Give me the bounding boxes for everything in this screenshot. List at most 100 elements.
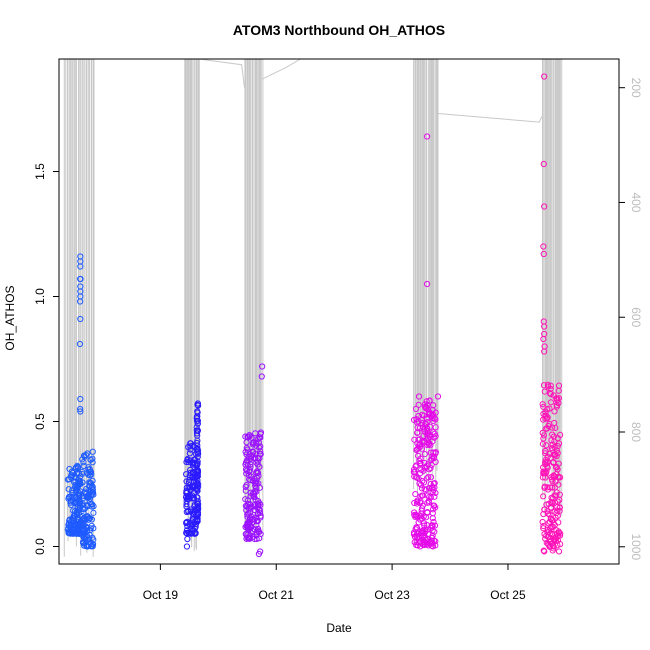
data-point xyxy=(547,399,555,406)
data-point xyxy=(193,511,200,518)
data-point xyxy=(426,409,433,416)
data-point xyxy=(89,486,96,493)
data-point xyxy=(78,470,86,478)
data-point xyxy=(243,522,250,529)
data-point xyxy=(540,493,547,500)
data-point xyxy=(66,517,73,524)
data-point xyxy=(542,409,549,416)
data-point xyxy=(541,203,548,210)
y2-tick-label: 800 xyxy=(629,422,643,442)
data-point xyxy=(550,472,557,479)
data-point xyxy=(194,468,202,476)
data-point xyxy=(86,472,93,479)
data-point xyxy=(88,492,95,499)
data-point xyxy=(554,449,561,457)
data-point xyxy=(548,445,555,452)
data-point xyxy=(77,405,84,413)
data-point xyxy=(539,401,546,408)
data-point xyxy=(65,493,73,501)
data-point xyxy=(246,534,253,541)
data-point xyxy=(549,499,556,507)
data-point xyxy=(415,436,422,443)
data-point xyxy=(417,538,424,545)
data-point xyxy=(544,508,551,515)
data-point xyxy=(70,507,77,514)
data-point xyxy=(246,450,253,457)
data-point xyxy=(248,434,255,441)
data-point xyxy=(69,489,76,497)
data-point xyxy=(183,519,190,526)
data-point xyxy=(254,502,262,509)
data-point xyxy=(77,315,84,323)
data-point xyxy=(424,280,431,288)
data-point xyxy=(540,547,547,554)
data-point xyxy=(418,515,425,522)
data-point xyxy=(194,487,201,495)
data-point xyxy=(429,506,437,513)
data-point xyxy=(421,486,428,493)
data-point xyxy=(423,475,431,482)
data-point xyxy=(430,518,437,526)
data-point xyxy=(90,509,97,516)
data-point xyxy=(423,398,430,405)
data-point xyxy=(195,402,202,409)
data-point xyxy=(428,534,435,541)
data-point xyxy=(186,450,193,457)
data-point xyxy=(184,518,191,525)
data-point xyxy=(541,73,548,80)
data-point xyxy=(188,492,196,499)
data-point xyxy=(540,416,547,423)
x-tick-label: Oct 21 xyxy=(259,588,295,602)
data-point xyxy=(540,403,547,410)
data-point xyxy=(417,481,425,488)
data-point xyxy=(187,522,194,529)
data-point xyxy=(73,499,80,506)
data-point xyxy=(76,470,83,477)
data-point xyxy=(541,506,548,513)
data-point xyxy=(427,449,434,456)
data-point xyxy=(194,503,202,510)
data-point xyxy=(243,503,251,510)
data-point xyxy=(244,434,252,441)
data-point xyxy=(545,423,552,430)
data-point xyxy=(65,486,72,493)
y2-tick-label: 600 xyxy=(629,307,643,327)
data-point xyxy=(411,511,418,519)
data-point xyxy=(72,489,80,496)
data-point xyxy=(77,395,84,403)
data-point xyxy=(77,298,84,305)
data-point xyxy=(429,484,436,491)
data-point xyxy=(193,445,200,453)
data-point xyxy=(540,432,548,439)
data-point xyxy=(540,435,547,442)
y2-tick-label: 1000 xyxy=(629,533,643,560)
data-point xyxy=(540,382,548,389)
data-point xyxy=(544,463,551,470)
data-point xyxy=(540,243,547,250)
data-point xyxy=(246,468,253,475)
data-point xyxy=(425,526,432,533)
data-point xyxy=(254,455,262,462)
data-point xyxy=(84,493,92,500)
y-tick-label: 1.0 xyxy=(33,288,47,305)
data-point xyxy=(194,417,202,424)
data-point xyxy=(78,522,86,529)
data-point xyxy=(194,450,202,457)
data-point xyxy=(80,459,87,466)
data-point xyxy=(257,434,264,441)
data-point xyxy=(79,539,87,546)
data-point xyxy=(71,473,78,480)
plot-frame xyxy=(58,58,620,565)
data-point xyxy=(411,539,418,546)
data-point xyxy=(259,363,266,370)
x-tick-label: Oct 25 xyxy=(490,588,526,602)
data-point xyxy=(417,459,424,467)
data-point xyxy=(88,471,95,478)
data-point xyxy=(77,408,84,415)
data-point xyxy=(542,456,549,464)
y-axis: 0.0 0.5 1.0 1.5 xyxy=(33,163,59,555)
data-point xyxy=(417,424,424,432)
data-point xyxy=(552,464,560,471)
data-point xyxy=(418,417,425,424)
data-point xyxy=(73,485,80,492)
